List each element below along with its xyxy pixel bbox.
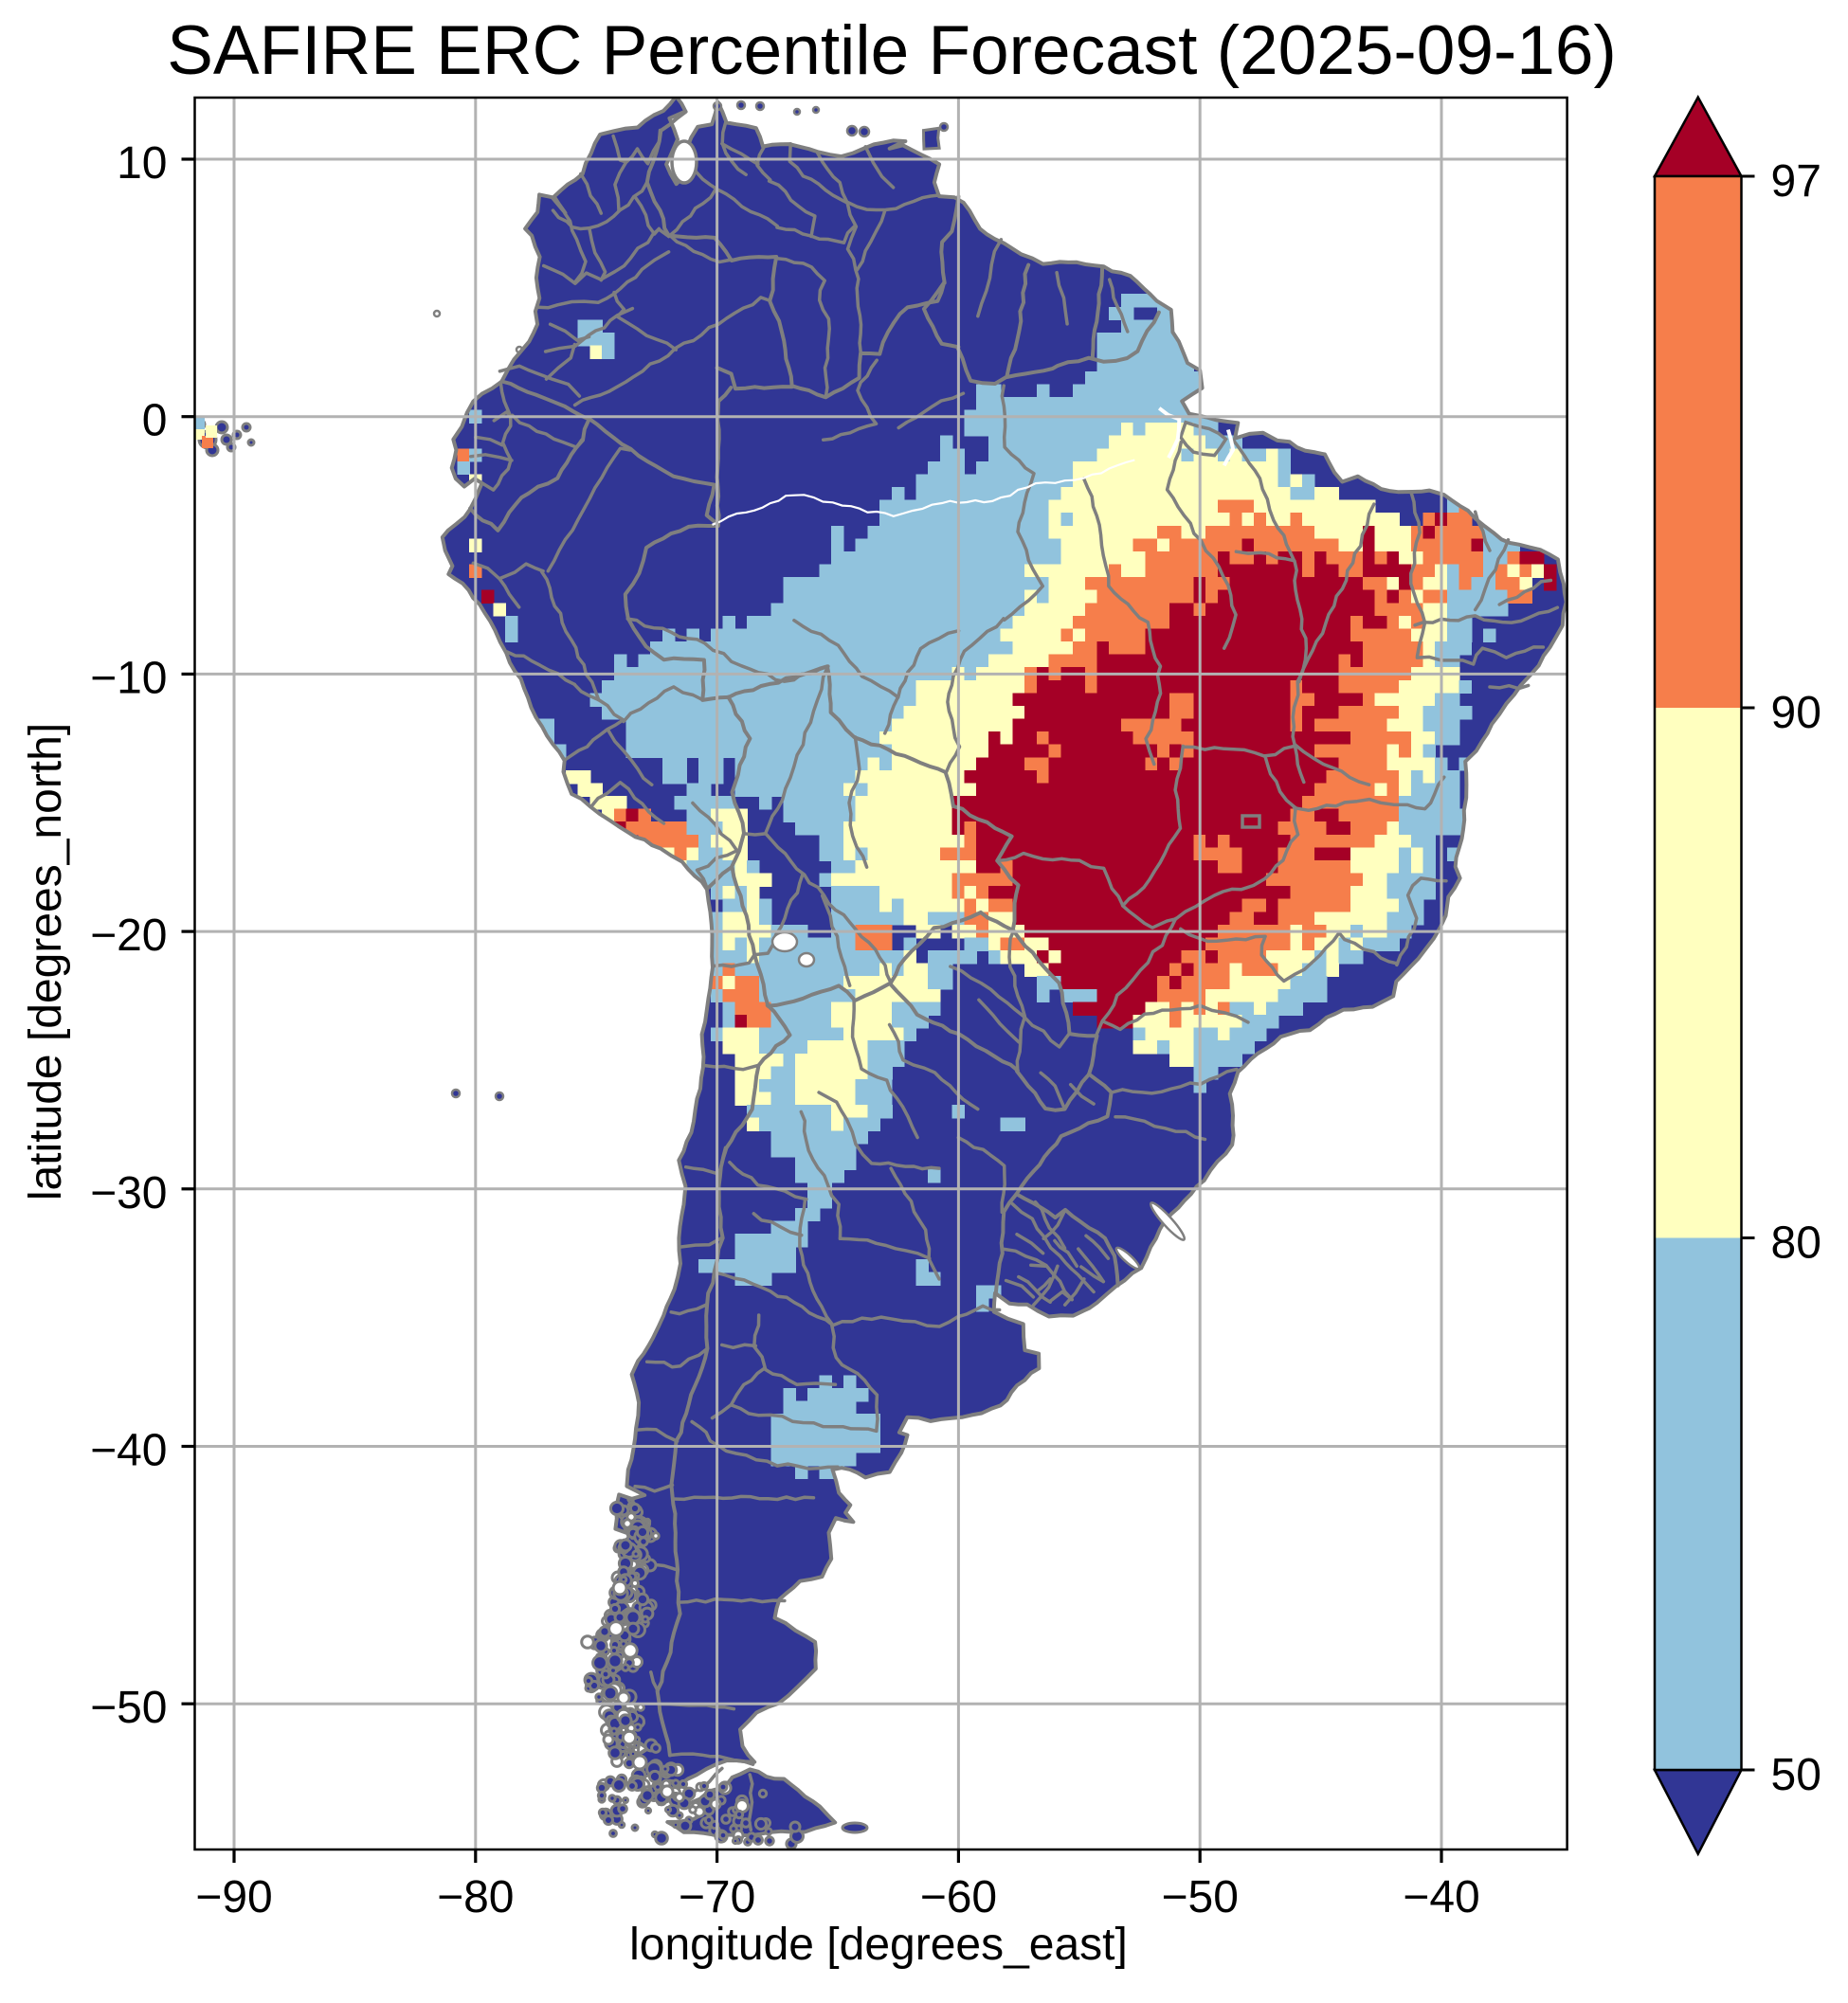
svg-text:−90: −90 <box>195 1872 272 1922</box>
svg-text:latitude [degrees_north]: latitude [degrees_north] <box>21 723 71 1200</box>
svg-text:80: 80 <box>1771 1218 1821 1269</box>
svg-text:−70: −70 <box>679 1872 755 1922</box>
svg-text:−20: −20 <box>90 911 167 961</box>
svg-text:longitude [degrees_east]: longitude [degrees_east] <box>629 1920 1128 1970</box>
svg-text:−10: −10 <box>90 653 167 703</box>
svg-text:−60: −60 <box>920 1872 997 1922</box>
svg-text:97: 97 <box>1771 156 1821 207</box>
svg-text:−50: −50 <box>90 1683 167 1733</box>
svg-text:0: 0 <box>142 396 168 446</box>
svg-text:−40: −40 <box>90 1426 167 1476</box>
svg-text:90: 90 <box>1771 688 1821 738</box>
svg-text:−80: −80 <box>437 1872 514 1922</box>
svg-text:−30: −30 <box>90 1168 167 1218</box>
svg-text:50: 50 <box>1771 1750 1821 1800</box>
svg-text:10: 10 <box>117 138 167 189</box>
svg-text:−40: −40 <box>1403 1872 1479 1922</box>
svg-text:−50: −50 <box>1161 1872 1238 1922</box>
svg-text:SAFIRE ERC Percentile Forecast: SAFIRE ERC Percentile Forecast (2025-09-… <box>167 12 1617 89</box>
